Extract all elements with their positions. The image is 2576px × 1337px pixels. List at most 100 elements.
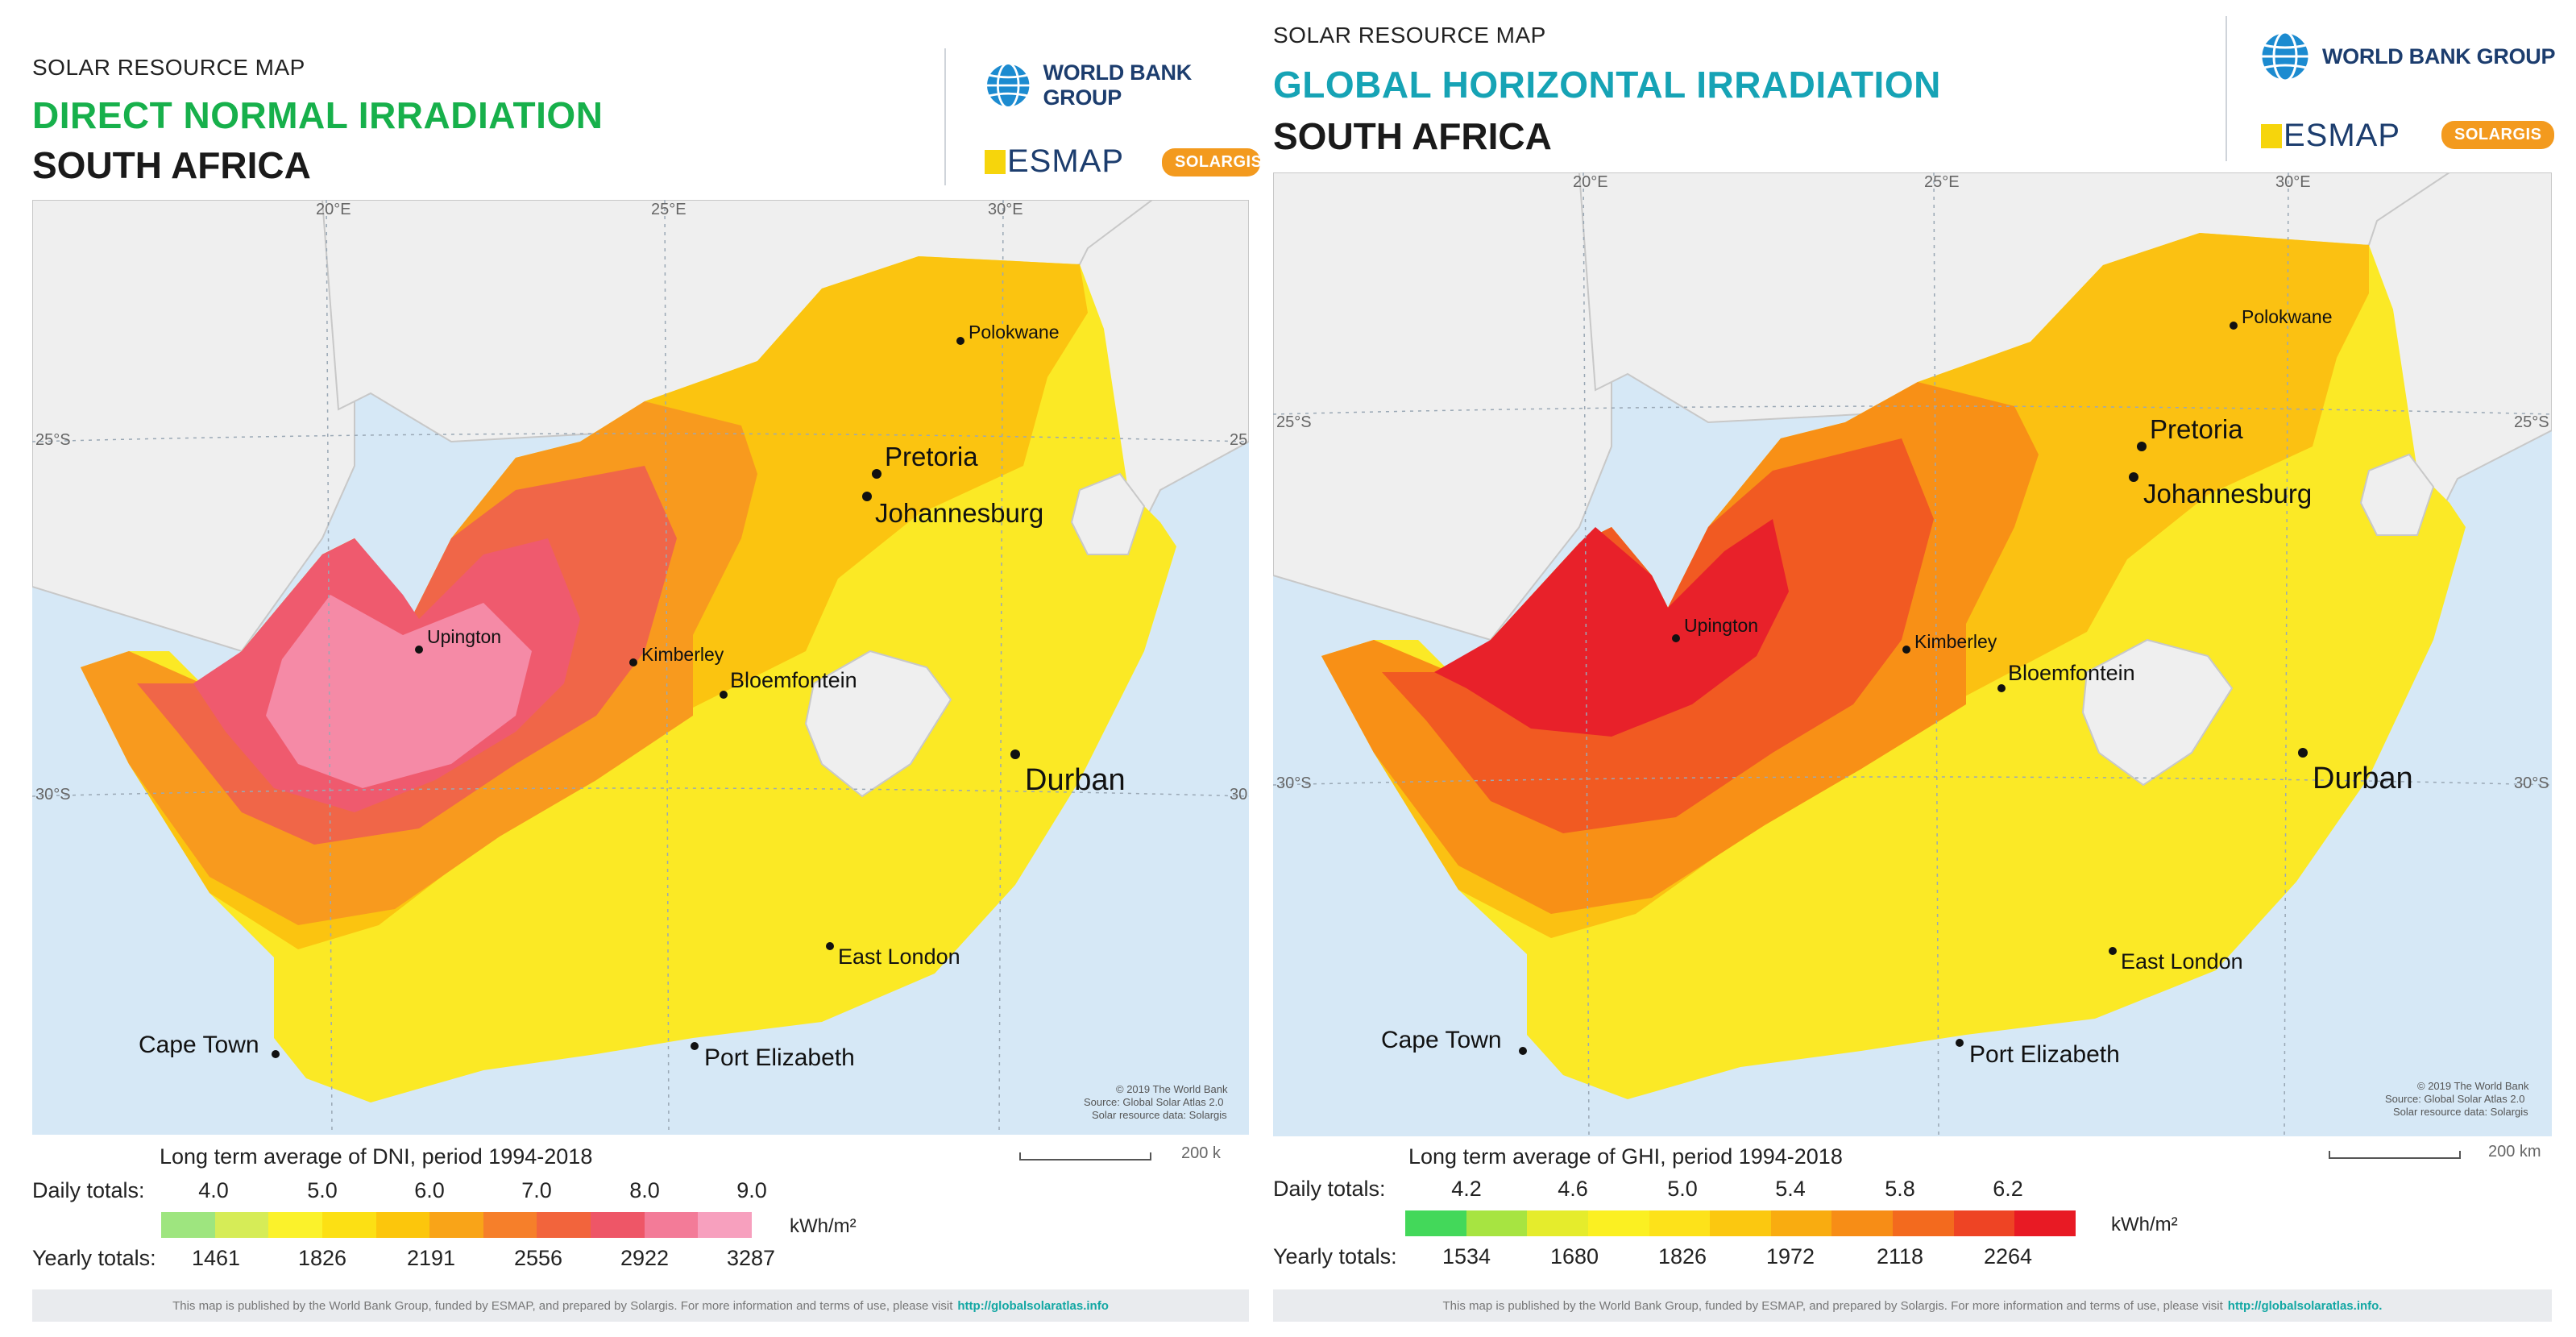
- legend-caption: Long term average of DNI, period 1994-20…: [160, 1144, 593, 1169]
- city-kimberley: Kimberley: [641, 644, 724, 665]
- header-divider: [944, 48, 946, 185]
- city-durban: Durban: [1025, 763, 1126, 797]
- legend-swatch: [1527, 1210, 1588, 1236]
- legend-swatch: [1770, 1210, 1832, 1236]
- lat-25-west-label: 25°S: [35, 431, 71, 449]
- daily-tick: 4.2: [1451, 1177, 1482, 1201]
- legend-unit: kWh/m²: [2111, 1214, 2178, 1235]
- yearly-tick: 1534: [1441, 1244, 1491, 1268]
- daily-tick: 6.2: [1993, 1177, 2023, 1201]
- eswatini: [2359, 453, 2435, 536]
- city-polokwane: Polokwane: [969, 322, 1060, 343]
- legend-swatch: [1405, 1210, 1466, 1236]
- daily-tick: 5.0: [307, 1178, 338, 1202]
- legend-swatch: [537, 1212, 591, 1238]
- city-east-london: East London: [838, 945, 960, 969]
- legend-caption: Long term average of GHI, period 1994-20…: [1408, 1144, 1843, 1169]
- legend-swatch: [321, 1212, 376, 1238]
- legend-swatch: [2014, 1210, 2076, 1236]
- legend-swatch: [375, 1212, 430, 1238]
- country-name: SOUTH AFRICA: [32, 144, 311, 186]
- legend-color-scale: [161, 1212, 753, 1238]
- daily-tick: 6.0: [414, 1178, 445, 1202]
- daily-tick: 4.0: [198, 1178, 229, 1202]
- esmap-mark-icon: [2261, 123, 2282, 148]
- lon-30-label: 30°E: [988, 201, 1023, 218]
- city-upington: Upington: [427, 626, 501, 647]
- yearly-tick: 1826: [1657, 1244, 1707, 1268]
- lon-25-label: 25°E: [651, 201, 687, 218]
- yearly-tick: 2556: [513, 1246, 563, 1270]
- yearly-tick: 1461: [191, 1246, 241, 1270]
- lesotho: [804, 650, 952, 798]
- dni-map-svg: 20°E 25°E 30°E 25°S 25 30°S 30 Polokwane…: [32, 200, 1249, 1135]
- yearly-tick: 2118: [1876, 1244, 1924, 1268]
- daily-totals-label: Daily totals:: [32, 1178, 145, 1202]
- footer-text: This map is published by the World Bank …: [172, 1298, 953, 1313]
- map-title: DIRECT NORMAL IRRADIATION: [32, 94, 604, 136]
- credit-line-1: © 2019 The World Bank: [2417, 1080, 2529, 1092]
- daily-tick: 8.0: [629, 1178, 660, 1202]
- daily-totals-label: Daily totals:: [1273, 1177, 1386, 1201]
- city-durban: Durban: [2313, 762, 2413, 795]
- graticule: [1273, 172, 2552, 1136]
- country-name: SOUTH AFRICA: [1273, 115, 1552, 157]
- city-port-elizabeth: Port Elizabeth: [704, 1044, 855, 1071]
- yearly-tick: 3287: [726, 1246, 776, 1270]
- ghi-map-panel: SOLAR RESOURCE MAP GLOBAL HORIZONTAL IRR…: [1273, 0, 2576, 1337]
- lat-25-east-label: 25°S: [2514, 413, 2549, 431]
- city-johannesburg: Johannesburg: [875, 498, 1043, 528]
- scale-label: 200 k: [1181, 1144, 1221, 1162]
- globe-icon: [985, 62, 1032, 109]
- city-pretoria: Pretoria: [2150, 414, 2243, 444]
- dni-map-panel: SOLAR RESOURCE MAP DIRECT NORMAL IRRADIA…: [0, 0, 1260, 1337]
- graticule: [32, 200, 1249, 1135]
- city-johannesburg: Johannesburg: [2143, 479, 2312, 509]
- yearly-totals-label: Yearly totals:: [32, 1246, 156, 1270]
- daily-tick: 4.6: [1558, 1177, 1588, 1201]
- legend-unit: kWh/m²: [790, 1215, 857, 1237]
- legend-swatch: [483, 1212, 537, 1238]
- footer-link[interactable]: http://globalsolaratlas.info.: [2227, 1298, 2383, 1313]
- eswatini: [1070, 472, 1146, 555]
- header-small: SOLAR RESOURCE MAP: [1273, 23, 1546, 48]
- lat-30-west-label: 30°S: [1276, 774, 1312, 792]
- credit-line-3: Solar resource data: Solargis: [1092, 1109, 1227, 1121]
- yearly-tick: 2264: [1983, 1244, 2033, 1268]
- yearly-tick: 2922: [620, 1246, 670, 1270]
- credit-line-2: Source: Global Solar Atlas 2.0: [2385, 1093, 2524, 1105]
- scale-label: 200 km: [2488, 1143, 2541, 1161]
- legend-swatch: [644, 1212, 699, 1238]
- legend-swatch: [429, 1212, 483, 1238]
- legend-swatch: [1710, 1210, 1771, 1236]
- daily-tick: 5.0: [1667, 1177, 1698, 1201]
- esmap-logo-text: ESMAP: [2284, 118, 2401, 153]
- city-kimberley: Kimberley: [1914, 631, 1997, 652]
- lesotho: [2081, 638, 2234, 787]
- daily-tick: 5.8: [1885, 1177, 1915, 1201]
- yearly-totals-label: Yearly totals:: [1273, 1244, 1397, 1268]
- legend-swatch: [1831, 1210, 1894, 1236]
- footer-text: This map is published by the World Bank …: [1442, 1298, 2223, 1313]
- legend-swatch: [1466, 1210, 1528, 1236]
- lat-25-east-label: 25: [1230, 431, 1247, 449]
- legend-swatch: [591, 1212, 645, 1238]
- credit-line-3: Solar resource data: Solargis: [2393, 1106, 2528, 1118]
- footer-link[interactable]: http://globalsolaratlas.info: [957, 1298, 1109, 1313]
- wbg-logo-text: WORLD BANK GROUP: [2322, 44, 2556, 69]
- city-upington: Upington: [1684, 615, 1758, 636]
- esmap-logo: ESMAP: [985, 143, 1124, 180]
- legend-swatch: [268, 1212, 322, 1238]
- legend-swatch: [1953, 1210, 2015, 1236]
- city-pretoria: Pretoria: [885, 442, 978, 471]
- scale-bar: [1019, 1152, 1151, 1161]
- lon-30-label: 30°E: [2275, 173, 2311, 191]
- city-cape-town: Cape Town: [1381, 1027, 1502, 1053]
- lat-30-east-label: 30: [1230, 786, 1247, 803]
- sa-zone-pink-light: [266, 595, 532, 788]
- legend-swatch: [698, 1212, 753, 1238]
- ghi-map: 20°E 25°E 30°E 25°S 25°S 30°S 30°S Polok…: [1273, 172, 2552, 1136]
- city-markers: Polokwane Pretoria Johannesburg Upington…: [1381, 306, 2413, 1068]
- ghi-map-svg: 20°E 25°E 30°E 25°S 25°S 30°S 30°S Polok…: [1273, 172, 2552, 1136]
- esmap-logo-text: ESMAP: [1007, 143, 1125, 179]
